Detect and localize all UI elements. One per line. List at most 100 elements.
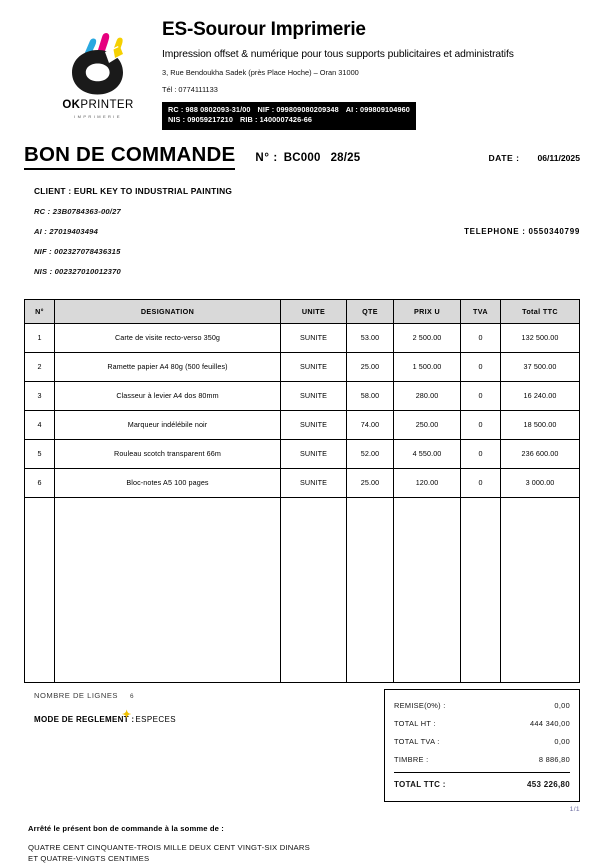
remise-label: REMISE(0%) : — [394, 700, 446, 710]
table-row: 3 Classeur à levier A4 dos 80mm SUNITE 5… — [24, 380, 580, 411]
document-header: OKPRINTER IMPRIMERIE ES-Sourour Imprimer… — [0, 0, 604, 131]
empty-cell-tva — [460, 496, 501, 683]
cell-prix: 2 500.00 — [393, 322, 461, 353]
total-row-ttc: TOTAL TTC : 453 226,80 — [394, 771, 570, 794]
cell-prix: 120.00 — [393, 467, 461, 498]
page-title: BON DE COMMANDE — [24, 144, 236, 170]
ok-printer-logo-icon — [58, 22, 138, 98]
logo-wordmark: OKPRINTER — [46, 99, 150, 112]
column-header-prix-u: PRIX U — [393, 298, 461, 324]
client-nis: NIS : 002327010012370 — [34, 266, 121, 276]
column-header-qte: QTE — [346, 298, 394, 324]
cell-tva: 0 — [460, 380, 501, 411]
cell-designation: Rouleau scotch transparent 66m — [54, 438, 281, 469]
total-tva-label: TOTAL TVA : — [394, 736, 440, 746]
totals-box: REMISE(0%) : 0,00 TOTAL HT : 444 340,00 … — [384, 688, 580, 802]
client-nif: NIF : 002327078436315 — [34, 246, 121, 256]
cell-qte: 25.00 — [346, 351, 394, 382]
cell-qte: 52.00 — [346, 438, 394, 469]
cell-no: 3 — [24, 380, 55, 411]
cell-qte: 58.00 — [346, 380, 394, 411]
empty-cell-unite — [280, 496, 347, 683]
cell-tva: 0 — [460, 322, 501, 353]
cell-prix: 280.00 — [393, 380, 461, 411]
cell-ttc: 16 240.00 — [500, 380, 580, 411]
cell-unite: SUNITE — [280, 438, 347, 469]
legal-rc: RC : 988 0802093-31/00 — [168, 104, 251, 114]
document-number-sequence: 28/25 — [330, 152, 361, 165]
cell-ttc: 236 600.00 — [500, 438, 580, 469]
timbre-value: 8 886,80 — [538, 754, 570, 764]
logo-word-light: PRINTER — [80, 99, 134, 111]
total-row-ht: TOTAL HT : 444 340,00 — [394, 715, 570, 733]
document-date-label: DATE : — [488, 153, 520, 164]
table-row: 5 Rouleau scotch transparent 66m SUNITE … — [24, 438, 580, 469]
client-ai: AI : 27019403494 — [34, 226, 98, 236]
cell-ttc: 37 500.00 — [500, 351, 580, 382]
legal-rib: RIB : 1400007426-66 — [240, 115, 313, 125]
table-header-row: N° DESIGNATION UNITE QTE PRIX U TVA Tota… — [24, 298, 580, 324]
cell-qte: 25.00 — [346, 467, 394, 498]
payment-method-label: MODE DE REGLEMENT : — [34, 714, 135, 724]
total-ttc-label: TOTAL TTC : — [394, 779, 446, 789]
cell-no: 2 — [24, 351, 55, 382]
total-tva-value: 0,00 — [554, 736, 570, 746]
document-date: DATE : 06/11/2025 — [488, 153, 580, 163]
empty-cell-ttc — [500, 496, 580, 683]
client-block: CLIENT : EURL KEY TO INDUSTRIAL PAINTING… — [0, 170, 604, 276]
cell-unite: SUNITE — [280, 467, 347, 498]
table-empty-area — [24, 496, 580, 683]
cell-tva: 0 — [460, 351, 501, 382]
amount-in-words-line-1: QUATRE CENT CINQUANTE-TROIS MILLE DEUX C… — [28, 842, 310, 852]
empty-cell-designation — [54, 496, 281, 683]
cell-unite: SUNITE — [280, 409, 347, 440]
column-header-designation: DESIGNATION — [54, 298, 281, 324]
summary-left: NOMBRE DE LIGNES 6 MODE DE REGLEMENT :ESP… — [24, 689, 384, 727]
cell-qte: 74.00 — [346, 409, 394, 440]
cell-prix: 250.00 — [393, 409, 461, 440]
remise-value: 0,00 — [554, 700, 570, 710]
table-row: 4 Marqueur indélébile noir SUNITE 74.00 … — [24, 409, 580, 440]
logo-tagline: IMPRIMERIE — [74, 113, 122, 119]
table-row: 1 Carte de visite recto-verso 350g SUNIT… — [24, 322, 580, 353]
lines-count: NOMBRE DE LIGNES 6 — [34, 691, 384, 700]
logo-word-bold: OK — [62, 99, 81, 111]
cell-ttc: 18 500.00 — [500, 409, 580, 440]
cell-unite: SUNITE — [280, 322, 347, 353]
cell-ttc: 3 000.00 — [500, 467, 580, 498]
cell-no: 5 — [24, 438, 55, 469]
document-number-label: N° : — [255, 152, 278, 165]
cell-no: 1 — [24, 322, 55, 353]
lines-count-label: NOMBRE DE LIGNES — [34, 690, 118, 700]
company-phone: Tél : 0774111133 — [162, 85, 218, 95]
items-table-body: 1 Carte de visite recto-verso 350g SUNIT… — [24, 322, 580, 683]
payment-method: MODE DE REGLEMENT :ESPECES ✦ — [34, 709, 176, 724]
total-row-remise: REMISE(0%) : 0,00 — [394, 697, 570, 715]
cell-no: 6 — [24, 467, 55, 498]
cell-unite: SUNITE — [280, 351, 347, 382]
column-header-total-ttc: Total TTC — [500, 298, 580, 324]
cell-qte: 53.00 — [346, 322, 394, 353]
total-ht-label: TOTAL HT : — [394, 718, 436, 728]
legal-nis: NIS : 09059217210 — [168, 115, 233, 125]
cell-no: 4 — [24, 409, 55, 440]
company-tagline: Impression offset & numérique pour tous … — [162, 48, 514, 60]
timbre-label: TIMBRE : — [394, 754, 429, 764]
items-table-header: N° DESIGNATION UNITE QTE PRIX U TVA Tota… — [24, 298, 580, 324]
cell-tva: 0 — [460, 467, 501, 498]
client-name: CLIENT : EURL KEY TO INDUSTRIAL PAINTING — [34, 185, 233, 196]
empty-cell-qte — [346, 496, 394, 683]
table-row: 2 Ramette papier A4 80g (500 feuilles) S… — [24, 351, 580, 382]
empty-cell-prix — [393, 496, 461, 683]
cell-designation: Bloc-notes A5 100 pages — [54, 467, 281, 498]
legal-line-2: NIS : 09059217210 RIB : 1400007426-66 — [168, 115, 410, 126]
cell-prix: 1 500.00 — [393, 351, 461, 382]
star-icon: ✦ — [122, 708, 132, 721]
company-name: ES-Sourour Imprimerie — [162, 19, 366, 40]
total-row-tva: TOTAL TVA : 0,00 — [394, 733, 570, 751]
lines-count-value: 6 — [129, 692, 135, 700]
total-ht-value: 444 340,00 — [530, 718, 570, 728]
cell-tva: 0 — [460, 409, 501, 440]
total-ttc-value: 453 226,80 — [526, 779, 570, 789]
company-info: ES-Sourour Imprimerie Impression offset … — [150, 18, 580, 131]
